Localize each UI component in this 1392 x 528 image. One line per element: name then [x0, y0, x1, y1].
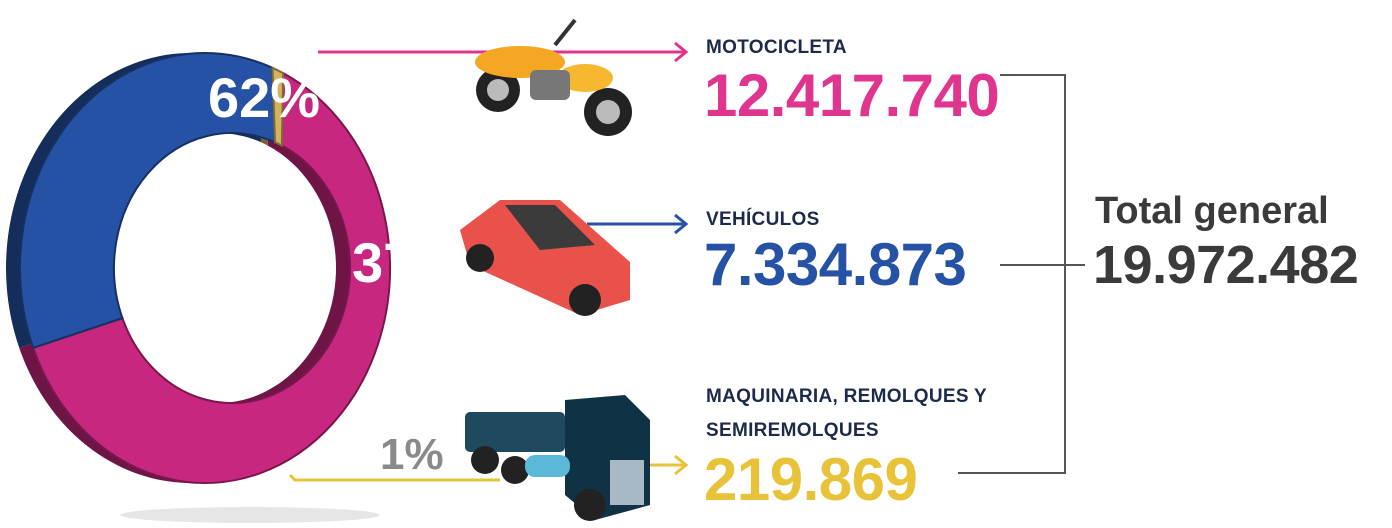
- arrow-head: [674, 213, 689, 235]
- car-icon: [460, 200, 630, 316]
- category-label: MOTOCICLETA: [706, 37, 847, 58]
- slice: [31, 71, 391, 484]
- motorcycle-icon: [475, 18, 632, 136]
- total-label: Total general: [1095, 190, 1329, 232]
- slice-label: 1%: [380, 430, 444, 479]
- slice-label: 62%: [208, 66, 321, 129]
- count: 219.869: [704, 446, 918, 513]
- arrow-head: [674, 41, 689, 63]
- leader: [288, 473, 500, 482]
- slice: [19, 52, 277, 350]
- slice-label: 37%: [352, 231, 465, 294]
- truck-icon: [465, 395, 650, 521]
- count: 12.417.740: [704, 62, 1000, 129]
- total: 19.972.482: [1093, 235, 1359, 295]
- count: 7.334.873: [704, 231, 967, 298]
- slice: [271, 66, 285, 148]
- category-label: VEHÍCULOS: [706, 209, 820, 230]
- bracket: [958, 74, 1085, 474]
- donut: [5, 52, 391, 484]
- arrow-head: [674, 454, 689, 476]
- category-label: MAQUINARIA, REMOLQUES Y SEMIREMOLQUES: [706, 386, 987, 441]
- shadow: [120, 507, 380, 523]
